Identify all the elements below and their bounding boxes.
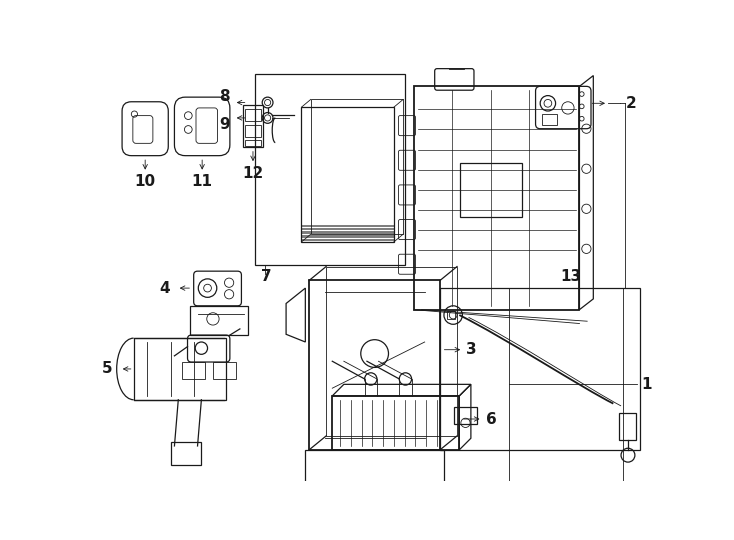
- Text: 6: 6: [487, 411, 497, 427]
- Bar: [390, 484, 404, 500]
- Bar: [245, 109, 261, 121]
- Bar: [309, 280, 440, 450]
- Bar: [134, 338, 226, 400]
- Bar: [310, 99, 403, 234]
- Bar: [460, 164, 522, 217]
- Bar: [182, 362, 206, 379]
- Bar: [326, 267, 457, 436]
- Bar: [243, 105, 263, 147]
- Bar: [333, 396, 459, 450]
- Text: 7: 7: [261, 269, 272, 284]
- Bar: [245, 140, 261, 146]
- Bar: [542, 114, 557, 125]
- Bar: [447, 311, 455, 319]
- Bar: [255, 74, 405, 265]
- Bar: [245, 125, 261, 137]
- Bar: [415, 484, 429, 500]
- Text: 11: 11: [192, 174, 213, 190]
- Bar: [619, 413, 636, 440]
- Text: 3: 3: [465, 342, 476, 357]
- Bar: [509, 288, 623, 481]
- Bar: [317, 484, 331, 500]
- Text: 12: 12: [242, 166, 264, 181]
- Text: 8: 8: [219, 89, 230, 104]
- Text: 13: 13: [561, 269, 581, 284]
- Bar: [302, 107, 394, 242]
- Text: 2: 2: [625, 96, 636, 111]
- Bar: [341, 484, 355, 500]
- Text: 4: 4: [159, 281, 170, 295]
- Text: 10: 10: [134, 174, 156, 190]
- Bar: [414, 86, 579, 309]
- Bar: [170, 442, 201, 465]
- Bar: [190, 306, 247, 335]
- Bar: [213, 362, 236, 379]
- Text: 9: 9: [219, 117, 230, 132]
- Text: 5: 5: [102, 361, 113, 376]
- Bar: [454, 408, 477, 424]
- Bar: [305, 450, 444, 484]
- Bar: [440, 288, 640, 450]
- Bar: [366, 484, 380, 500]
- Text: 1: 1: [642, 377, 652, 392]
